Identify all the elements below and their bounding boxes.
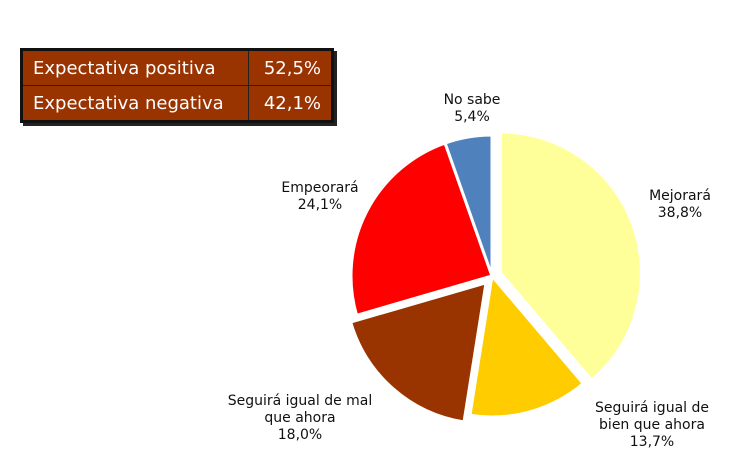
slice-label: No sabe 5,4% — [444, 92, 501, 125]
pie-slice — [498, 130, 643, 383]
pie-slice — [349, 141, 494, 318]
row-label: Expectativa negativa — [21, 85, 249, 122]
pie-slice — [443, 133, 494, 277]
pie-slice — [468, 272, 586, 419]
slice-label: Empeorará 24,1% — [281, 180, 358, 213]
slice-label: Seguirá igual de bien que ahora 13,7% — [595, 400, 709, 450]
row-value: 42,1% — [248, 85, 333, 122]
slice-label: Mejorará 38,8% — [649, 188, 711, 221]
slice-label: Seguirá igual de mal que ahora 18,0% — [228, 393, 373, 443]
expectation-summary-table: Expectativa positiva 52,5% Expectativa n… — [20, 48, 334, 123]
pie-slice — [348, 280, 488, 424]
table-row: Expectativa negativa 42,1% — [21, 85, 333, 122]
